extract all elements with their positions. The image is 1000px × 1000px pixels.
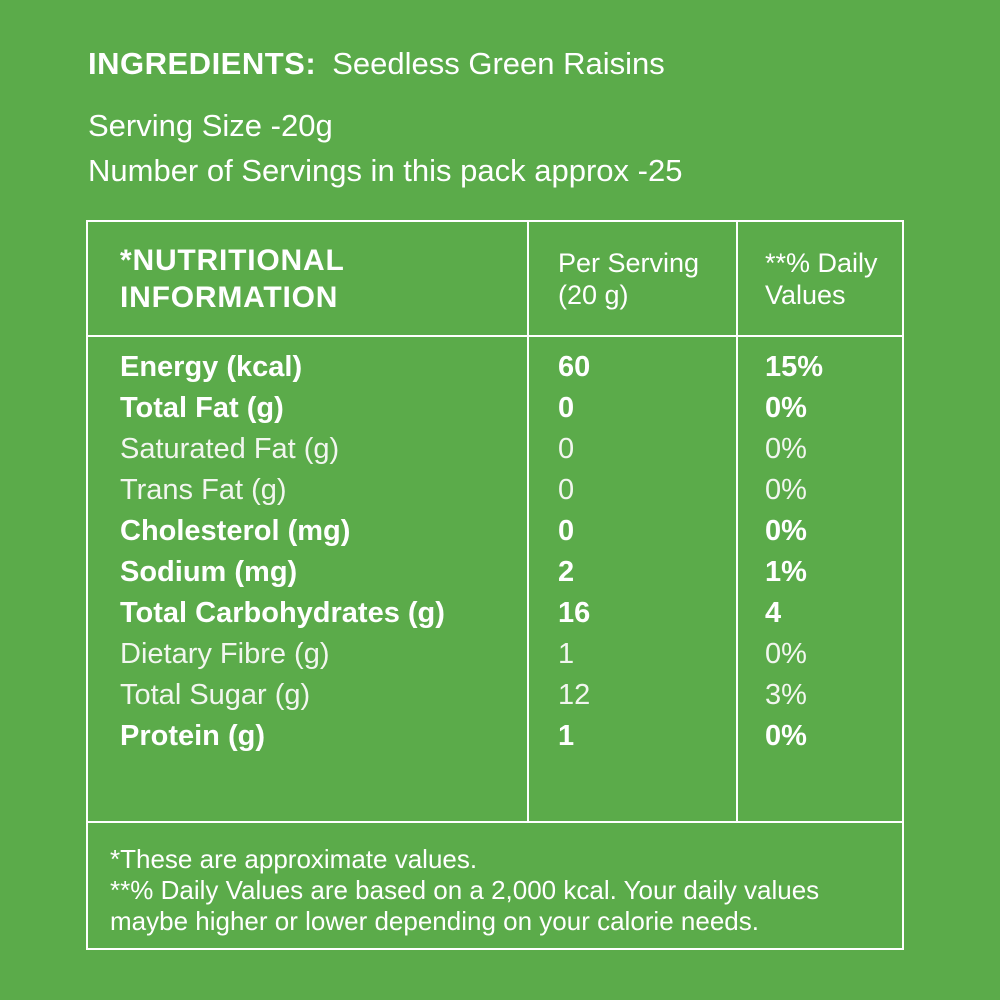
table-footnotes: *These are approximate values. **% Daily… [88, 823, 902, 948]
row-label-sodium: Sodium (mg) [120, 556, 298, 588]
row-label-dietary-fibre: Dietary Fibre (g) [120, 638, 330, 670]
table-body: Energy (kcal) Total Fat (g) Saturated Fa… [88, 337, 902, 823]
ingredients-line: INGREDIENTS: Seedless Green Raisins [88, 46, 665, 82]
footnote-approximate-values: *These are approximate values. [110, 844, 478, 874]
daily-value-saturated-fat: 0% [765, 433, 807, 465]
daily-value-total-fat: 0% [765, 392, 807, 424]
table-header-row: *NUTRITIONAL INFORMATION Per Serving (20… [88, 222, 902, 337]
per-serving-sodium: 2 [558, 556, 575, 588]
row-label-energy: Energy (kcal) [120, 351, 303, 383]
per-serving-protein: 1 [558, 720, 575, 752]
serving-info: Serving Size -20g Number of Servings in … [88, 103, 682, 193]
per-serving-dietary-fibre: 1 [558, 638, 575, 670]
row-label-total-sugar: Total Sugar (g) [120, 679, 311, 711]
per-serving-total-sugar: 12 [558, 679, 591, 711]
row-label-protein: Protein (g) [120, 720, 265, 752]
column-header-daily-values: **% Daily Values [765, 247, 878, 310]
per-serving-total-fat: 0 [558, 392, 575, 424]
per-serving-column: 60 0 0 0 0 2 16 1 12 1 [529, 337, 738, 821]
daily-value-column: 15% 0% 0% 0% 0% 1% 4 0% 3% 0% [738, 337, 902, 821]
daily-value-trans-fat: 0% [765, 474, 807, 506]
daily-value-cholesterol: 0% [765, 515, 807, 547]
serving-size-line: Serving Size -20g [88, 108, 333, 143]
daily-value-total-carbohydrates: 4 [765, 597, 782, 629]
per-serving-saturated-fat: 0 [558, 433, 575, 465]
daily-value-energy: 15% [765, 351, 824, 383]
column-header-nutritional-information: *NUTRITIONAL INFORMATION [88, 222, 529, 335]
row-label-cholesterol: Cholesterol (mg) [120, 515, 351, 547]
daily-value-protein: 0% [765, 720, 807, 752]
per-serving-cholesterol: 0 [558, 515, 575, 547]
column-header-per-serving: Per Serving (20 g) [529, 222, 738, 335]
nutrition-table: *NUTRITIONAL INFORMATION Per Serving (20… [86, 220, 904, 950]
per-serving-trans-fat: 0 [558, 474, 575, 506]
per-serving-total-carbohydrates: 16 [558, 597, 591, 629]
ingredients-label: INGREDIENTS: [88, 46, 317, 81]
per-serving-energy: 60 [558, 351, 591, 383]
servings-count-line: Number of Servings in this pack approx -… [88, 153, 683, 188]
row-label-total-fat: Total Fat (g) [120, 392, 284, 424]
daily-value-total-sugar: 3% [765, 679, 807, 711]
footnote-daily-values-basis: **% Daily Values are based on a 2,000 kc… [110, 875, 820, 936]
nutrient-label-column: Energy (kcal) Total Fat (g) Saturated Fa… [88, 337, 529, 821]
daily-value-dietary-fibre: 0% [765, 638, 807, 670]
daily-value-sodium: 1% [765, 556, 807, 588]
row-label-trans-fat: Trans Fat (g) [120, 474, 287, 506]
row-label-saturated-fat: Saturated Fat (g) [120, 433, 340, 465]
row-label-total-carbohydrates: Total Carbohydrates (g) [120, 597, 445, 629]
ingredients-value: Seedless Green Raisins [332, 46, 665, 81]
